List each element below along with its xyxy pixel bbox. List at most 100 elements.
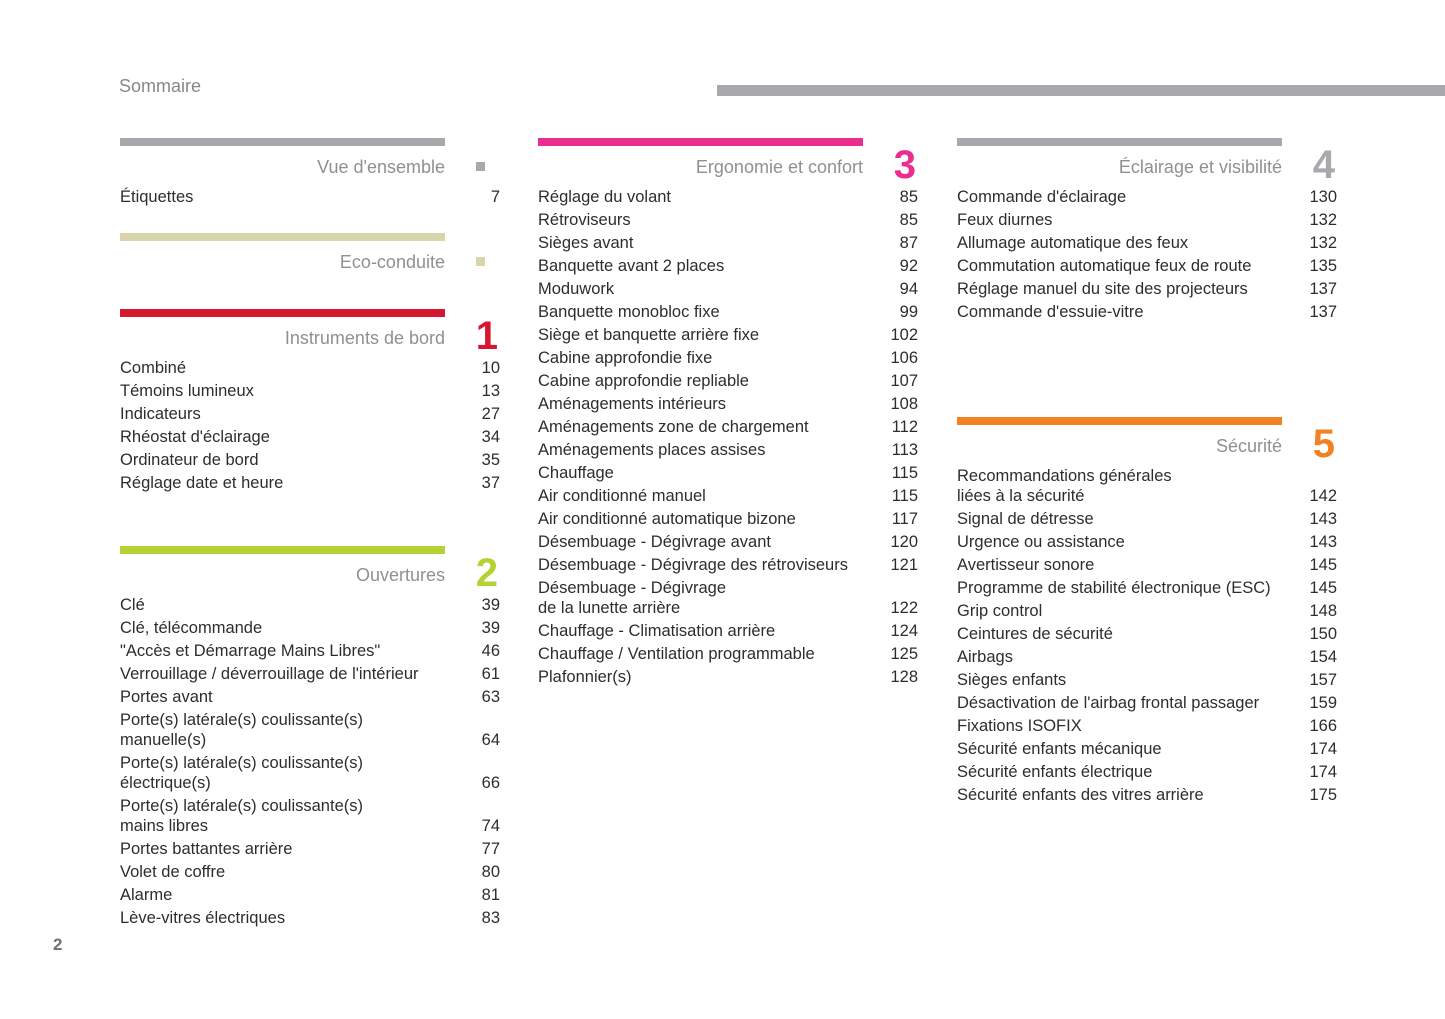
toc-entry-label: Lève-vitres électriques bbox=[120, 909, 286, 927]
toc-entry-label: Grip control bbox=[957, 602, 1043, 620]
toc-entry: Cabine approfondie fixe 106 bbox=[538, 348, 918, 368]
toc-entry: Lève-vitres électriques 83 bbox=[120, 908, 500, 928]
toc-entry-label: "Accès et Démarrage Mains Libres" bbox=[120, 642, 381, 660]
toc-entry-label: Air conditionné manuel bbox=[538, 487, 706, 505]
toc-entry-page: 132 bbox=[1309, 211, 1337, 229]
toc-entry-page: 61 bbox=[481, 665, 500, 683]
toc-entry-label: Réglage date et heure bbox=[120, 474, 284, 492]
toc-entry-label: Aménagements places assises bbox=[538, 441, 766, 459]
toc-entry: Chauffage / Ventilation programmable 125 bbox=[538, 644, 918, 664]
toc-entry-label: Portes avant bbox=[120, 688, 213, 706]
toc-entry: Commande d'éclairage 130 bbox=[957, 187, 1337, 207]
section-vue-densemble: Vue d'ensemble Étiquettes 7 bbox=[120, 138, 500, 210]
toc-entry-page: 135 bbox=[1309, 257, 1337, 275]
toc-entry-label: Portes battantes arrière bbox=[120, 840, 293, 858]
toc-entry-label: Sièges enfants bbox=[957, 671, 1067, 689]
toc-entry-page: 81 bbox=[481, 886, 500, 904]
section-color-bar bbox=[120, 546, 445, 554]
toc-entry: Désembuage - Dégivrage avant 120 bbox=[538, 532, 918, 552]
toc-entry-label: Recommandations générales liées à la sécu… bbox=[957, 466, 1172, 506]
toc-entry: Volet de coffre 80 bbox=[120, 862, 500, 882]
toc-entry-page: 63 bbox=[481, 688, 500, 706]
toc-entry-page: 143 bbox=[1309, 533, 1337, 551]
toc-entry-label: Désembuage - Dégivrage des rétroviseurs bbox=[538, 556, 848, 574]
toc-column-1: Vue d'ensemble Étiquettes 7 Eco-conduite… bbox=[120, 0, 500, 1019]
toc-entry-page: 130 bbox=[1309, 188, 1337, 206]
toc-entry-label-line1: Porte(s) latérale(s) coulissante(s) bbox=[120, 711, 363, 729]
toc-entry-label: Chauffage bbox=[538, 464, 614, 482]
toc-entry: Indicateurs 27 bbox=[120, 404, 500, 424]
toc-entry-page: 66 bbox=[481, 774, 500, 792]
toc-entry-label: Banquette monobloc fixe bbox=[538, 303, 720, 321]
toc-entry-page: 99 bbox=[899, 303, 918, 321]
section-color-bar bbox=[120, 309, 445, 317]
toc-entry: Allumage automatique des feux 132 bbox=[957, 233, 1337, 253]
toc-entry-page: 85 bbox=[899, 211, 918, 229]
toc-entry: Désactivation de l'airbag frontal passag… bbox=[957, 693, 1337, 713]
toc-entry-label: Sièges avant bbox=[538, 234, 634, 252]
section-title: Eco-conduite bbox=[339, 252, 445, 272]
toc-entry: Ceintures de sécurité 150 bbox=[957, 624, 1337, 644]
toc-entry-label: Clé bbox=[120, 596, 145, 614]
toc-entry-label: Indicateurs bbox=[120, 405, 201, 423]
toc-entry-label: Banquette avant 2 places bbox=[538, 257, 725, 275]
toc-entry-label-line1: Recommandations générales bbox=[957, 467, 1172, 485]
toc-entry: Désembuage - Dégivrage des rétroviseurs … bbox=[538, 555, 918, 575]
section-title: Vue d'ensemble bbox=[317, 157, 445, 177]
toc-entry-page: 87 bbox=[899, 234, 918, 252]
toc-entry-page: 115 bbox=[891, 464, 918, 482]
page-number: 2 bbox=[53, 935, 63, 954]
toc-entry-label: Airbags bbox=[957, 648, 1013, 666]
section-eco-conduite: Eco-conduite bbox=[120, 233, 500, 274]
toc-entry-label: Aménagements zone de chargement bbox=[538, 418, 809, 436]
toc-entry-page: 117 bbox=[891, 510, 918, 528]
toc-entry: Feux diurnes 132 bbox=[957, 210, 1337, 230]
toc-entry-label-line2: électrique(s) bbox=[120, 774, 211, 792]
toc-entry: Plafonnier(s) 128 bbox=[538, 667, 918, 687]
toc-entry: Portes battantes arrière 77 bbox=[120, 839, 500, 859]
toc-entry-page: 128 bbox=[890, 668, 918, 686]
toc-entry: Sièges avant 87 bbox=[538, 233, 918, 253]
toc-entry: Rhéostat d'éclairage 34 bbox=[120, 427, 500, 447]
toc-entry-label: Programme de stabilité électronique (ESC… bbox=[957, 579, 1271, 597]
toc-entry: Commutation automatique feux de route 13… bbox=[957, 256, 1337, 276]
toc-entry-label: Réglage du volant bbox=[538, 188, 672, 206]
toc-entry-page: 175 bbox=[1309, 786, 1337, 804]
toc-entry-page: 174 bbox=[1309, 740, 1337, 758]
toc-entry: Aménagements zone de chargement 112 bbox=[538, 417, 918, 437]
toc-entry-page: 174 bbox=[1309, 763, 1337, 781]
toc-entry: Fixations ISOFIX 166 bbox=[957, 716, 1337, 736]
toc-entry-label: Signal de détresse bbox=[957, 510, 1094, 528]
toc-entry-label: Verrouillage / déverrouillage de l'intér… bbox=[120, 665, 419, 683]
toc-entry-label-line2: manuelle(s) bbox=[120, 731, 207, 749]
toc-entry-label-line1: Désembuage - Dégivrage bbox=[538, 579, 727, 597]
section-title: Sécurité bbox=[1215, 436, 1282, 456]
toc-entry-label: Plafonnier(s) bbox=[538, 668, 632, 686]
toc-entry: Porte(s) latérale(s) coulissante(s) mains… bbox=[120, 796, 500, 836]
toc-entry-page: 122 bbox=[890, 599, 918, 617]
toc-entry-label: Allumage automatique des feux bbox=[957, 234, 1189, 252]
section-color-bar bbox=[957, 417, 1282, 425]
toc-entry-page: 132 bbox=[1309, 234, 1337, 252]
section-title: Ouvertures bbox=[355, 565, 445, 585]
toc-entry-label: Clé, télécommande bbox=[120, 619, 263, 637]
section-bullet-square bbox=[476, 162, 485, 171]
toc-entry: Portes avant 63 bbox=[120, 687, 500, 707]
toc-entry-label: Aménagements intérieurs bbox=[538, 395, 727, 413]
toc-entry-label: Chauffage - Climatisation arrière bbox=[538, 622, 776, 640]
toc-entry-label: Sécurité enfants électrique bbox=[957, 763, 1153, 781]
section-securite: Sécurité 5 Recommandations générales liée… bbox=[957, 417, 1337, 808]
toc-entry-page: 113 bbox=[891, 441, 918, 459]
toc-entry-label: Cabine approfondie repliable bbox=[538, 372, 749, 390]
toc-entry: Airbags 154 bbox=[957, 647, 1337, 667]
toc-entry: Sécurité enfants des vitres arrière 175 bbox=[957, 785, 1337, 805]
toc-entry-label: Porte(s) latérale(s) coulissante(s) manue… bbox=[120, 710, 363, 750]
toc-entry-label: Sécurité enfants mécanique bbox=[957, 740, 1162, 758]
toc-entry-page: 142 bbox=[1309, 487, 1337, 505]
toc-entry: Moduwork 94 bbox=[538, 279, 918, 299]
toc-entry-label: Air conditionné automatique bizone bbox=[538, 510, 796, 528]
toc-entry: Chauffage 115 bbox=[538, 463, 918, 483]
section-bullet-square bbox=[476, 257, 485, 266]
toc-entry-page: 112 bbox=[891, 418, 918, 436]
section-number: 2 bbox=[475, 551, 498, 595]
